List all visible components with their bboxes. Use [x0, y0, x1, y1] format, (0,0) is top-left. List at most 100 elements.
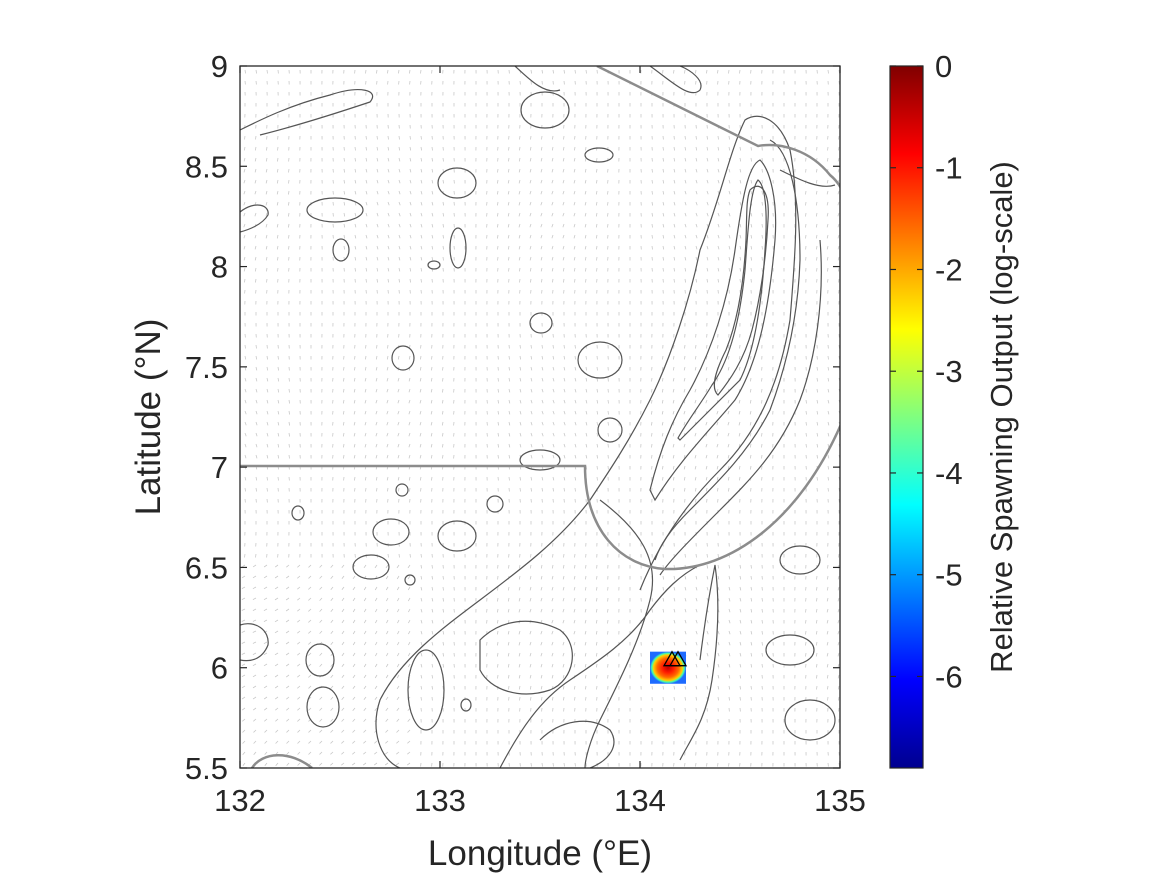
current-vector — [827, 388, 830, 393]
current-vector — [518, 212, 521, 217]
current-vector — [717, 245, 720, 250]
current-vector — [761, 652, 763, 657]
current-vector — [252, 685, 257, 689]
current-vector — [596, 377, 598, 382]
current-vector — [497, 421, 499, 426]
current-vector — [362, 762, 367, 766]
current-vector — [285, 685, 290, 689]
current-vector — [319, 630, 323, 634]
current-vector — [706, 586, 709, 591]
current-vector — [529, 190, 532, 195]
current-vector — [408, 476, 411, 481]
current-vector — [507, 641, 510, 646]
current-vector — [319, 751, 323, 755]
eez-boundary-north — [596, 66, 840, 189]
current-vector — [596, 597, 598, 602]
current-vector — [695, 619, 698, 624]
current-vector — [607, 619, 609, 624]
x-tick-label: 135 — [814, 783, 866, 818]
current-vector — [552, 69, 554, 74]
current-vector — [540, 157, 543, 162]
current-vector — [728, 608, 731, 613]
current-vector — [815, 179, 818, 184]
current-vector — [497, 179, 499, 184]
current-vector — [285, 641, 290, 645]
current-vector — [761, 630, 763, 635]
current-vector — [662, 608, 665, 613]
current-vector — [277, 410, 280, 415]
current-vector — [717, 696, 719, 701]
current-vector — [761, 608, 763, 613]
current-vector — [552, 410, 555, 415]
current-vector — [596, 421, 599, 426]
current-vector — [386, 366, 389, 371]
current-vector — [518, 190, 521, 195]
current-vector — [508, 476, 510, 481]
current-vector — [717, 135, 719, 140]
current-vector — [420, 597, 423, 602]
current-vector — [573, 256, 576, 261]
current-vector — [684, 597, 687, 602]
current-vector — [352, 729, 356, 733]
current-vector — [673, 256, 676, 261]
current-vector — [431, 619, 434, 624]
current-vector — [838, 553, 840, 558]
current-vector — [397, 630, 400, 635]
current-vector — [387, 201, 390, 206]
current-vector — [684, 69, 686, 74]
current-vector — [826, 630, 829, 635]
current-vector — [540, 641, 543, 646]
current-vector — [761, 223, 763, 228]
current-vector — [288, 421, 290, 426]
current-vector — [385, 740, 389, 744]
current-vector — [508, 388, 511, 393]
current-vector — [342, 432, 345, 437]
current-vector — [573, 597, 576, 602]
current-vector — [507, 245, 510, 250]
current-vector — [750, 377, 752, 382]
current-vector — [497, 223, 499, 228]
colorbar-tick-label: -3 — [935, 354, 963, 389]
current-vector — [552, 399, 555, 404]
current-vector — [530, 69, 532, 74]
current-vector — [541, 278, 543, 283]
current-vector — [387, 344, 389, 349]
current-vector — [431, 608, 434, 613]
current-vector — [264, 762, 268, 766]
current-vector — [343, 168, 345, 173]
current-vector — [574, 399, 577, 404]
current-vector — [375, 641, 378, 646]
current-vector — [705, 421, 708, 426]
current-vector — [386, 619, 389, 624]
current-vector — [407, 729, 411, 733]
colorbar-tick-label: -1 — [935, 151, 963, 186]
ridge-contour-outer — [375, 115, 797, 768]
current-vector — [508, 674, 510, 679]
current-vector — [352, 696, 356, 700]
current-vector — [431, 663, 434, 668]
current-vector — [408, 619, 411, 624]
current-vector — [374, 674, 378, 679]
current-vector — [563, 454, 566, 459]
current-vector — [717, 212, 720, 217]
current-vector — [508, 146, 510, 151]
current-vector — [430, 399, 433, 404]
current-vector — [584, 586, 587, 591]
current-vector — [749, 454, 752, 459]
current-vector — [750, 663, 753, 668]
current-vector — [827, 399, 830, 404]
current-vector — [562, 575, 565, 580]
current-vector — [255, 399, 258, 404]
current-vector — [352, 685, 356, 690]
current-vector — [728, 245, 731, 250]
current-vector — [353, 410, 356, 415]
current-vector — [530, 696, 532, 701]
current-vector — [815, 619, 818, 624]
current-vector — [396, 586, 400, 591]
current-vector — [596, 674, 598, 679]
current-vector — [728, 586, 731, 591]
current-vector — [541, 443, 544, 448]
current-vector — [364, 476, 367, 481]
current-vector — [573, 641, 576, 646]
current-vector — [398, 487, 400, 492]
